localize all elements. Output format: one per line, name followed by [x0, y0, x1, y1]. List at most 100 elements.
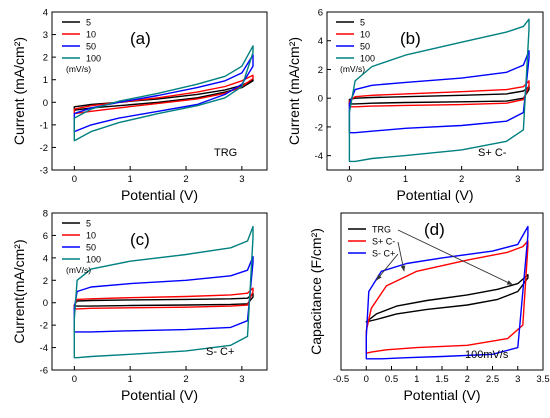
series-curve-5 — [73, 79, 254, 111]
y-tick-label: 1 — [43, 75, 48, 86]
x-tick-label: 1 — [128, 174, 133, 185]
chart-panel-d: -0.5 0 0.5 1 1.5 2 2.5 3 3.5 Potential (V) Capacit… — [308, 212, 550, 403]
x-axis-label: Potential (V) — [121, 387, 198, 403]
x-tick-label: 1.5 — [435, 374, 448, 385]
arrow-s-minus-c-plus — [376, 253, 399, 281]
series-curve-10 — [73, 74, 254, 115]
legend-entry: S+ C- — [372, 237, 395, 247]
y-tick-label: -1 — [40, 120, 48, 131]
series-curve-100 — [73, 45, 254, 142]
x-axis-label: Potential (V) — [121, 187, 198, 203]
x-tick-label: 3 — [239, 174, 244, 185]
y-tick-label: 4 — [43, 8, 48, 19]
plot-frame — [51, 212, 268, 371]
arrow-trg — [397, 229, 513, 286]
x-tick-label: 0 — [72, 374, 77, 385]
series-curve-50 — [348, 50, 530, 134]
arrow-trg-head — [506, 280, 513, 285]
y-tick-label: 0 — [43, 98, 48, 109]
y-tick-label: -6 — [40, 366, 48, 377]
legend-unit: (mV/s) — [66, 265, 91, 275]
x-tick-label: 3.5 — [536, 374, 549, 385]
legend-entry: 5 — [86, 18, 91, 28]
x-tick-label: 1 — [414, 374, 419, 385]
y-tick-label: 4 — [318, 36, 323, 47]
y-tick-label: -2 — [315, 122, 323, 133]
y-tick-label: 2 — [43, 276, 48, 287]
x-tick-label: 2 — [459, 174, 464, 185]
y-tick-label: 3 — [43, 30, 48, 41]
arrow-s-minus-c-plus-head — [376, 274, 382, 281]
plot-frame — [326, 11, 544, 171]
x-tick-label: 0 — [364, 374, 369, 385]
legend-entry: 100 — [86, 255, 101, 265]
legend-entry: S- C+ — [372, 249, 395, 259]
y-tick-label: 8 — [43, 209, 48, 220]
series-curve-5 — [73, 293, 254, 307]
x-tick-label: -0.5 — [333, 374, 349, 385]
y-axis-label: Capacitance (F/cm²) — [308, 228, 324, 355]
y-tick-label: -4 — [40, 343, 48, 354]
series-curve-S-C- — [365, 225, 529, 360]
x-axis-label: Potential (V) — [396, 187, 473, 203]
x-axis-label: Potential (V) — [403, 387, 480, 403]
series-curve-TRG — [365, 274, 529, 323]
series-curve-5 — [348, 86, 530, 105]
legend-entry: 50 — [86, 42, 96, 52]
x-tick-label: 0.5 — [385, 374, 398, 385]
panel-annotation: 100mV/s — [465, 349, 509, 361]
chart-panel-b: 0 1 2 3 -4 -2 0 2 4 6 Potential (V) Current (mA/cm²… — [286, 8, 544, 203]
legend-entry: 100 — [360, 54, 375, 64]
series-curve-50 — [73, 54, 254, 133]
legend-entry: 50 — [360, 42, 370, 52]
legend-entry: 10 — [360, 30, 370, 40]
series-curve-50 — [73, 256, 254, 333]
legend-entry: 5 — [360, 18, 365, 28]
legend-entry: 10 — [86, 231, 96, 241]
y-tick-label: -2 — [40, 321, 48, 332]
panel-annotation: S- C+ — [206, 346, 234, 358]
arrow-s-plus-c-minus-head — [400, 265, 406, 272]
x-tick-label: 0 — [72, 174, 77, 185]
y-tick-label: 2 — [43, 53, 48, 64]
x-tick-label: 3 — [515, 174, 520, 185]
legend-entry: 5 — [86, 219, 91, 229]
y-tick-label: 4 — [43, 253, 48, 264]
x-tick-label: 0 — [347, 174, 352, 185]
panel-annotation: TRG — [214, 147, 237, 159]
x-tick-label: 3 — [515, 374, 520, 385]
y-axis-label: Current (mA/cm²) — [11, 37, 27, 145]
plot-frame — [51, 11, 268, 171]
panel-label: (c) — [130, 230, 150, 249]
x-tick-label: 1 — [403, 174, 408, 185]
y-tick-label: 0 — [43, 298, 48, 309]
y-tick-label: 2 — [318, 65, 323, 76]
series-curve-100 — [73, 225, 254, 359]
x-tick-label: 2 — [465, 374, 470, 385]
panel-label: (a) — [130, 29, 151, 48]
y-tick-label: 6 — [43, 231, 48, 242]
series-curve-S-C- — [365, 240, 529, 354]
y-tick-label: -4 — [315, 151, 323, 162]
x-tick-label: 1 — [128, 374, 133, 385]
chart-panel-a: 0 1 2 3 -3 -2 -1 0 1 2 3 4 Potential (V) Current (mA/… — [11, 8, 268, 203]
series-curve-10 — [348, 80, 530, 108]
x-tick-label: 2 — [183, 174, 188, 185]
chart-panel-c: 0 1 2 3 -6 -4 -2 0 2 4 6 8 Potential (V) Current(mA/c… — [11, 209, 268, 403]
legend-entry: 10 — [86, 30, 96, 40]
y-tick-label: 0 — [318, 94, 323, 105]
y-tick-label: -3 — [40, 166, 48, 177]
series-curve-10 — [73, 287, 254, 310]
y-tick-label: 6 — [318, 8, 323, 19]
series-curve-100 — [348, 18, 530, 163]
x-tick-label: 2.5 — [486, 374, 499, 385]
legend-entry: 50 — [86, 243, 96, 253]
legend-unit: (mV/s) — [66, 64, 91, 74]
legend-entry: 100 — [86, 54, 101, 64]
y-axis-label: Current(mA/cm²) — [11, 239, 27, 343]
x-tick-label: 3 — [239, 374, 244, 385]
x-tick-label: 2 — [183, 374, 188, 385]
panel-label: (d) — [424, 220, 445, 239]
panel-annotation: S+ C- — [478, 147, 507, 159]
